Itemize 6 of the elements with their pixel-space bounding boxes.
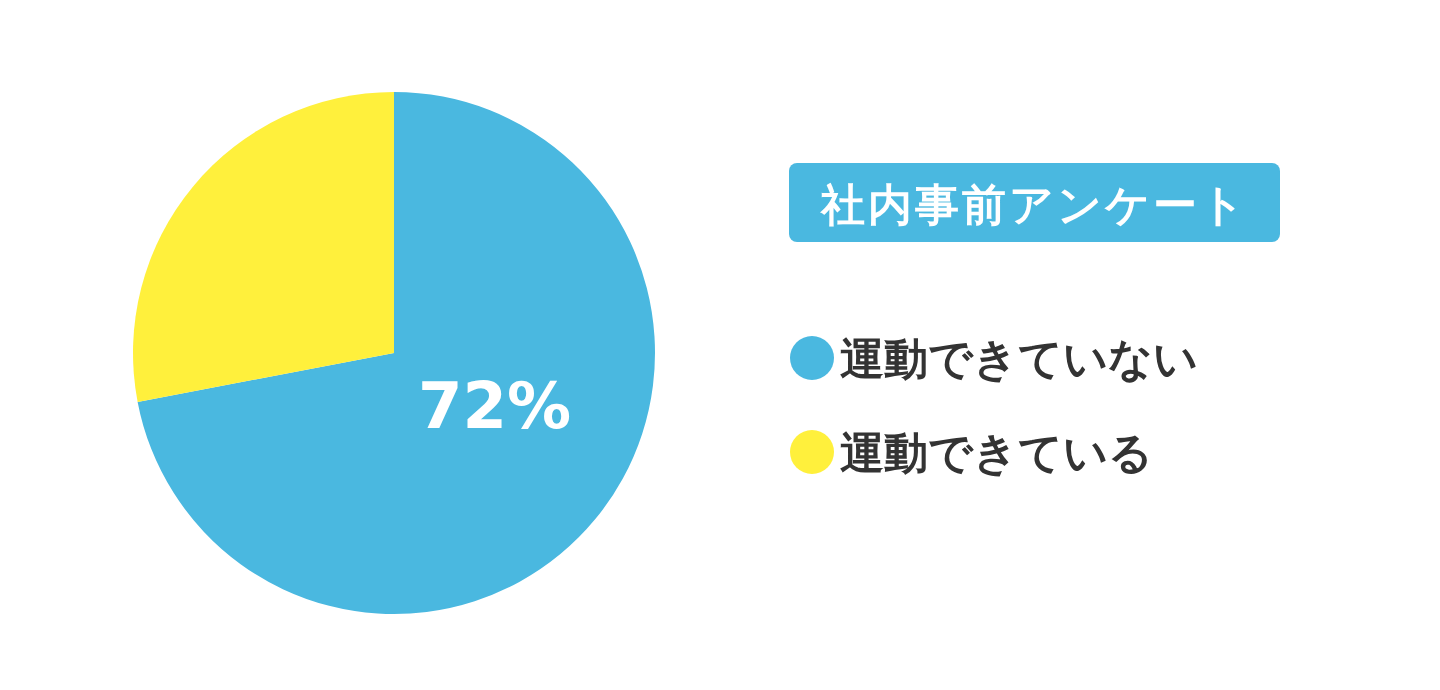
legend-label: 運動できていない (840, 332, 1198, 384)
pie-slice (133, 92, 394, 402)
data-label: 72% (417, 369, 572, 444)
legend-label: 運動できている (840, 426, 1153, 478)
pie-slice (137, 92, 655, 614)
text: 社内事前アンケート (818, 178, 1248, 230)
